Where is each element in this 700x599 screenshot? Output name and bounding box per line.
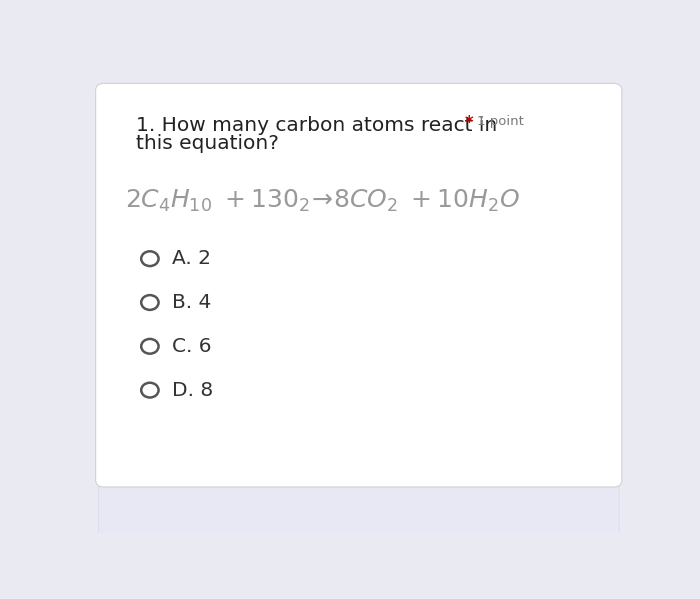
- Text: $2C_4H_{10}\ +130_2\!\rightarrow\!8CO_2\ +10H_2O$: $2C_4H_{10}\ +130_2\!\rightarrow\!8CO_2\…: [125, 188, 520, 214]
- Text: B. 4: B. 4: [172, 293, 211, 312]
- Text: *: *: [465, 114, 473, 132]
- Text: 1. How many carbon atoms react in: 1. How many carbon atoms react in: [136, 116, 498, 135]
- Text: A. 2: A. 2: [172, 249, 211, 268]
- Text: D. 8: D. 8: [172, 380, 213, 400]
- Text: C. 6: C. 6: [172, 337, 211, 356]
- FancyBboxPatch shape: [96, 83, 622, 487]
- Text: this equation?: this equation?: [136, 134, 279, 153]
- FancyBboxPatch shape: [98, 478, 619, 538]
- Text: 1 point: 1 point: [477, 115, 524, 128]
